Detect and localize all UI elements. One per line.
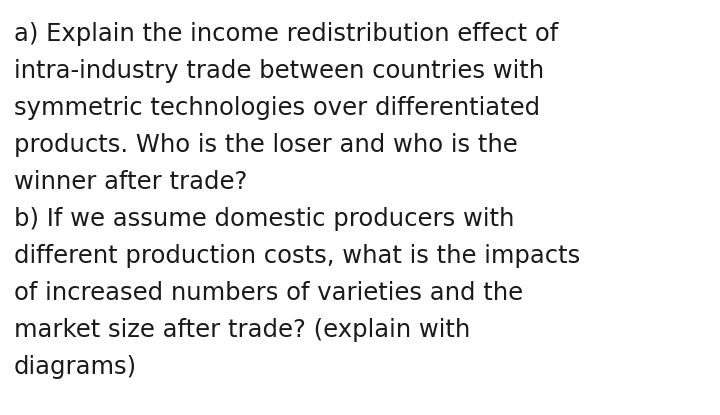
Text: different production costs, what is the impacts: different production costs, what is the … bbox=[14, 244, 580, 268]
Text: symmetric technologies over differentiated: symmetric technologies over differentiat… bbox=[14, 96, 540, 120]
Text: of increased numbers of varieties and the: of increased numbers of varieties and th… bbox=[14, 281, 523, 305]
Text: winner after trade?: winner after trade? bbox=[14, 170, 248, 194]
Text: market size after trade? (explain with: market size after trade? (explain with bbox=[14, 318, 470, 342]
Text: intra-industry trade between countries with: intra-industry trade between countries w… bbox=[14, 59, 544, 83]
Text: products. Who is the loser and who is the: products. Who is the loser and who is th… bbox=[14, 133, 518, 157]
Text: diagrams): diagrams) bbox=[14, 355, 137, 379]
Text: b) If we assume domestic producers with: b) If we assume domestic producers with bbox=[14, 207, 514, 231]
Text: a) Explain the income redistribution effect of: a) Explain the income redistribution eff… bbox=[14, 22, 558, 46]
